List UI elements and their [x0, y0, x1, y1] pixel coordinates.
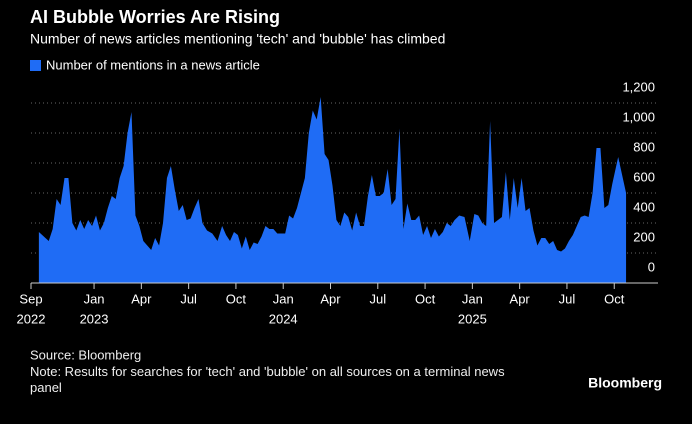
x-tick-label: Sep — [19, 291, 42, 306]
x-tick-label: Jul — [369, 291, 386, 306]
x-tick-label: Jan — [273, 291, 294, 306]
brand: Bloomberg — [588, 375, 662, 391]
note: Note: Results for searches for 'tech' an… — [30, 364, 505, 395]
x-tick-label: Jan — [84, 291, 105, 306]
x-tick-label: Jul — [180, 291, 197, 306]
legend-swatch — [30, 60, 41, 71]
legend-label: Number of mentions in a news article — [46, 57, 260, 72]
y-tick-label: 200 — [633, 229, 655, 244]
y-tick-label: 0 — [648, 259, 655, 274]
area — [38, 97, 627, 283]
x-tick-label: Jan — [462, 291, 483, 306]
x-tick-label: Apr — [510, 291, 531, 306]
x-year-label: 2025 — [458, 311, 487, 326]
x-tick-label: Oct — [415, 291, 436, 306]
x-tick-label: Apr — [320, 291, 341, 306]
x-tick-label: Apr — [131, 291, 152, 306]
chart-subtitle: Number of news articles mentioning 'tech… — [30, 31, 445, 47]
y-tick-label: 400 — [633, 199, 655, 214]
y-tick-label: 800 — [633, 139, 655, 154]
chart-title: AI Bubble Worries Are Rising — [30, 7, 280, 27]
x-year-label: 2022 — [17, 311, 46, 326]
y-tick-label: 1,200 — [622, 79, 655, 94]
y-tick-label: 600 — [633, 169, 655, 184]
source: Source: Bloomberg — [30, 347, 141, 362]
y-tick-label: 1,000 — [622, 109, 655, 124]
x-year-label: 2023 — [80, 311, 109, 326]
x-tick-label: Oct — [604, 291, 625, 306]
x-tick-label: Oct — [226, 291, 247, 306]
x-tick-label: Jul — [559, 291, 576, 306]
x-year-label: 2024 — [269, 311, 298, 326]
